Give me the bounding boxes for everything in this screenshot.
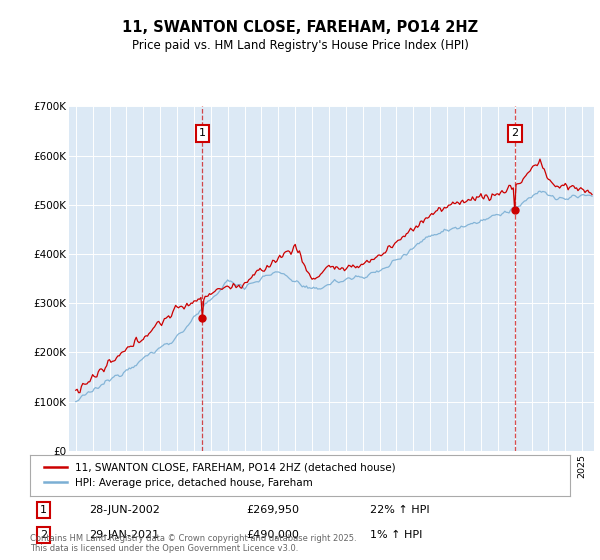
- Text: Contains HM Land Registry data © Crown copyright and database right 2025.
This d: Contains HM Land Registry data © Crown c…: [30, 534, 356, 553]
- Legend: 11, SWANTON CLOSE, FAREHAM, PO14 2HZ (detached house), HPI: Average price, detac: 11, SWANTON CLOSE, FAREHAM, PO14 2HZ (de…: [41, 460, 399, 491]
- Text: 2: 2: [511, 128, 518, 138]
- Text: £269,950: £269,950: [246, 505, 299, 515]
- Text: 28-JUN-2002: 28-JUN-2002: [89, 505, 160, 515]
- Text: 1: 1: [40, 505, 47, 515]
- Text: 11, SWANTON CLOSE, FAREHAM, PO14 2HZ: 11, SWANTON CLOSE, FAREHAM, PO14 2HZ: [122, 20, 478, 35]
- Text: 29-JAN-2021: 29-JAN-2021: [89, 530, 160, 540]
- Text: Price paid vs. HM Land Registry's House Price Index (HPI): Price paid vs. HM Land Registry's House …: [131, 39, 469, 52]
- Text: 2: 2: [40, 530, 47, 540]
- Text: 1: 1: [199, 128, 206, 138]
- Text: £490,000: £490,000: [246, 530, 299, 540]
- Text: 22% ↑ HPI: 22% ↑ HPI: [370, 505, 430, 515]
- Text: 1% ↑ HPI: 1% ↑ HPI: [370, 530, 422, 540]
